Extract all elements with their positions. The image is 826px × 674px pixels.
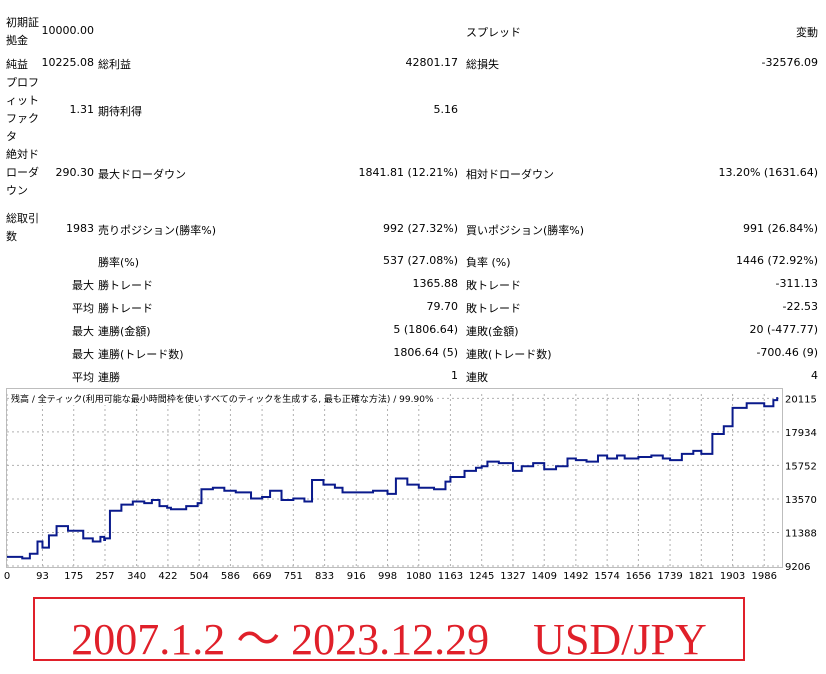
net-profit-label: 純益 <box>6 58 28 71</box>
max-consec-profit-prefix: 最大 <box>72 348 94 361</box>
absolute-drawdown-label: 絶対ドローダウン <box>6 148 39 197</box>
average-loss-label: 敗トレード <box>466 302 521 315</box>
gross-profit-value: 42801.17 <box>405 56 459 69</box>
profit-factor-label: プロフィットファクタ <box>6 76 39 143</box>
x-tick-label: 1986 <box>751 571 776 582</box>
chart-frame <box>6 388 783 568</box>
balance-line <box>7 397 779 560</box>
avg-consec-losses-label: 連敗 <box>466 371 488 384</box>
total-trades-value: 1983 <box>66 222 94 235</box>
largest-loss-value: -311.13 <box>775 277 818 290</box>
largest-prefix: 最大 <box>72 279 94 292</box>
chart-caption: 残高 / 全ティック(利用可能な最小時間枠を使いすべてのティックを生成する, 最… <box>9 392 436 405</box>
largest-loss-label: 敗トレード <box>466 279 521 292</box>
y-tick-label: 9206 <box>785 562 810 573</box>
y-tick-label: 11388 <box>785 528 817 539</box>
date-range-box: 2007.1.2 ～ 2023.12.29 USD/JPY <box>33 597 745 664</box>
profit-factor-value: 1.31 <box>69 103 95 116</box>
gross-loss-label: 総損失 <box>466 58 499 71</box>
relative-drawdown-label: 相対ドローダウン <box>466 168 554 181</box>
relative-drawdown-value: 13.20% (1631.64) <box>718 166 818 179</box>
max-consec-losses-label: 連敗(金額) <box>466 325 519 338</box>
balance-chart: 0 93 175 257 340 422 504 586 669 751 833 916 998 1080… <box>4 394 817 582</box>
initial-deposit-label: 初期証拠金 <box>6 16 39 47</box>
average-prefix: 平均 <box>72 302 94 315</box>
short-positions-value: 992 (27.32%) <box>382 222 458 235</box>
profit-trades-value: 537 (27.08%) <box>382 254 458 267</box>
y-tick-label: 13570 <box>785 495 817 506</box>
x-tick-label: 1327 <box>500 571 525 582</box>
x-tick-label: 1574 <box>594 571 619 582</box>
spread-label: スプレッド <box>466 26 521 39</box>
avg-consec-wins-value: 1 <box>451 369 458 382</box>
gross-loss-value: -32576.09 <box>761 56 818 69</box>
average-profit-value: 79.70 <box>426 300 459 313</box>
x-tick-label: 916 <box>347 571 366 582</box>
x-tick-label: 0 <box>4 571 10 582</box>
avg-consec-prefix: 平均 <box>72 371 94 384</box>
max-consec-profit-value: 1806.64 (5) <box>393 346 458 359</box>
average-loss-value: -22.53 <box>782 300 818 313</box>
long-positions-value: 991 (26.84%) <box>742 222 818 235</box>
y-tick-label: 20115 <box>785 394 817 405</box>
x-tick-label: 93 <box>36 571 49 582</box>
short-positions-label: 売りポジション(勝率%) <box>98 224 217 237</box>
loss-trades-label: 負率 (%) <box>466 256 511 269</box>
x-tick-label: 504 <box>190 571 209 582</box>
absolute-drawdown-value: 290.30 <box>55 166 95 179</box>
y-tick-label: 17934 <box>785 428 817 439</box>
largest-profit-label: 勝トレード <box>98 279 153 292</box>
max-consec-loss-value: -700.46 (9) <box>756 346 818 359</box>
x-tick-label: 1409 <box>531 571 556 582</box>
gross-profit-label: 総利益 <box>98 58 131 71</box>
avg-consec-wins-label: 連勝 <box>98 371 120 384</box>
y-tick-label: 15752 <box>785 461 817 472</box>
x-tick-label: 1821 <box>689 571 714 582</box>
x-tick-label: 175 <box>64 571 83 582</box>
x-tick-label: 586 <box>221 571 240 582</box>
x-tick-label: 1492 <box>563 571 588 582</box>
expected-payoff-value: 5.16 <box>433 103 459 116</box>
max-consec-loss-label: 連敗(トレード数) <box>466 348 552 361</box>
initial-deposit-value: 10000.00 <box>41 24 95 37</box>
x-tick-label: 1739 <box>657 571 682 582</box>
max-consec-profit-label: 連勝(トレード数) <box>98 348 184 361</box>
max-consec-prefix: 最大 <box>72 325 94 338</box>
avg-consec-losses-value: 4 <box>811 369 818 382</box>
x-tick-label: 751 <box>284 571 303 582</box>
max-consec-losses-value: 20 (-477.77) <box>749 323 818 336</box>
x-tick-label: 1163 <box>438 571 463 582</box>
max-consec-wins-value: 5 (1806.64) <box>393 323 458 336</box>
maximal-drawdown-label: 最大ドローダウン <box>98 168 186 181</box>
expected-payoff-label: 期待利得 <box>98 105 142 118</box>
date-range-text: 2007.1.2 ～ 2023.12.29 USD/JPY <box>71 615 707 664</box>
x-tick-label: 669 <box>253 571 272 582</box>
x-tick-label: 1245 <box>469 571 494 582</box>
loss-trades-value: 1446 (72.92%) <box>735 254 818 267</box>
x-tick-label: 1656 <box>626 571 651 582</box>
total-trades-label: 総取引数 <box>6 212 39 243</box>
maximal-drawdown-value: 1841.81 (12.21%) <box>358 166 458 179</box>
x-tick-label: 422 <box>158 571 177 582</box>
max-consec-wins-label: 連勝(金額) <box>98 325 151 338</box>
largest-profit-value: 1365.88 <box>412 277 459 290</box>
x-tick-label: 1080 <box>406 571 431 582</box>
x-tick-label: 998 <box>378 571 397 582</box>
long-positions-label: 買いポジション(勝率%) <box>466 224 585 237</box>
net-profit-value: 10225.08 <box>41 56 95 69</box>
average-profit-label: 勝トレード <box>98 302 153 315</box>
x-tick-label: 340 <box>127 571 146 582</box>
x-tick-label: 1903 <box>720 571 745 582</box>
x-tick-label: 257 <box>95 571 114 582</box>
profit-trades-label: 勝率(%) <box>98 256 140 269</box>
x-tick-label: 833 <box>315 571 334 582</box>
spread-value: 変動 <box>796 26 818 39</box>
